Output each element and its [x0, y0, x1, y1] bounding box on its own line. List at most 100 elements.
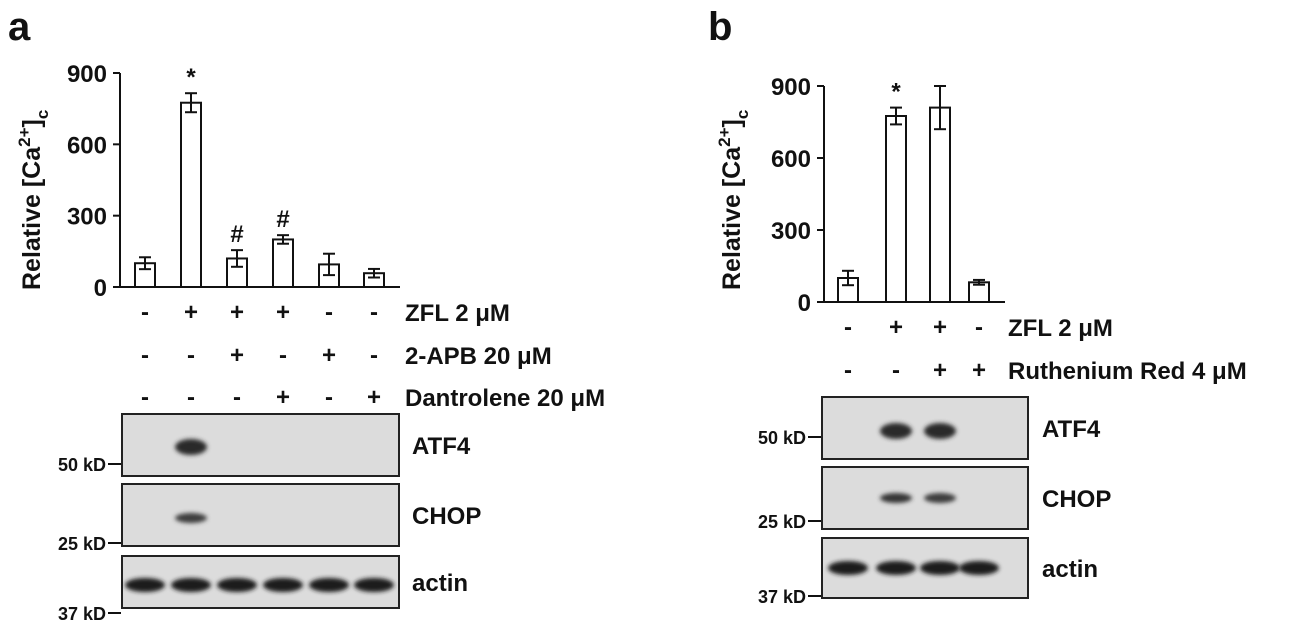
- bar-chart-a: 0 300 600 900 * # #: [67, 61, 400, 302]
- blot-label: CHOP: [1042, 486, 1111, 513]
- blot-band: [175, 513, 207, 523]
- condition-sign: -: [370, 342, 378, 369]
- condition-sign: -: [325, 384, 333, 411]
- bar: [272, 238, 294, 288]
- y-axis-label-a: Relative [Ca2+]c: [15, 110, 52, 290]
- molecular-weight-marker: 25 kD: [758, 512, 806, 532]
- y-tick-label: 600: [67, 132, 107, 159]
- significance-marker: *: [891, 79, 901, 106]
- condition-sign: +: [322, 342, 336, 369]
- condition-sign: +: [230, 299, 244, 326]
- blot-band: [309, 578, 349, 592]
- molecular-weight-marker: 37 kD: [58, 604, 106, 624]
- bar-chart-b: 0 300 600 900 *: [771, 74, 1005, 317]
- blot-band: [876, 561, 916, 575]
- ylabel-sup-a: 2+: [15, 127, 34, 146]
- molecular-weight-marker: 50 kD: [58, 455, 106, 475]
- blot-frame: [121, 483, 400, 547]
- condition-label: Ruthenium Red 4 μM: [1008, 358, 1247, 385]
- condition-sign: -: [892, 357, 900, 384]
- blot-band: [828, 561, 868, 575]
- blot-band: [171, 578, 211, 592]
- condition-sign: -: [325, 299, 333, 326]
- molecular-weight-marker: 25 kD: [58, 534, 106, 554]
- blot-band: [924, 493, 956, 503]
- condition-sign: -: [141, 299, 149, 326]
- condition-sign: -: [187, 384, 195, 411]
- y-tick-label: 900: [67, 61, 107, 88]
- condition-sign: +: [276, 384, 290, 411]
- condition-sign: +: [367, 384, 381, 411]
- blot-band: [217, 578, 257, 592]
- molecular-weight-marker: 37 kD: [758, 587, 806, 607]
- significance-marker: #: [230, 221, 243, 248]
- bar: [180, 101, 202, 288]
- condition-sign: +: [972, 357, 986, 384]
- condition-sign: -: [141, 342, 149, 369]
- y-tick-label: 300: [771, 218, 811, 245]
- western-blots-a: ATF4 50 kD CHOP 25 kD actin 37 kD: [58, 413, 481, 624]
- blot-label: CHOP: [412, 503, 481, 530]
- y-tick-label: 900: [771, 74, 811, 101]
- ylabel-pre-b: Relative [Ca: [718, 146, 746, 290]
- bar: [929, 106, 951, 303]
- condition-sign: -: [844, 314, 852, 341]
- condition-sign: -: [975, 314, 983, 341]
- ylabel-mid-a: ]: [18, 119, 46, 127]
- condition-sign: +: [933, 314, 947, 341]
- blot-label: ATF4: [412, 433, 471, 460]
- blot-band: [263, 578, 303, 592]
- blot-frame: [121, 555, 400, 609]
- panel-letter-a: a: [8, 5, 31, 49]
- ylabel-sub-b: c: [733, 110, 752, 119]
- ylabel-sup-b: 2+: [715, 127, 734, 146]
- significance-marker: #: [276, 206, 289, 233]
- ylabel-pre-a: Relative [Ca: [18, 146, 46, 290]
- condition-label: Dantrolene 20 μM: [405, 385, 605, 412]
- blot-band: [959, 561, 999, 575]
- condition-label: ZFL 2 μM: [405, 300, 510, 327]
- condition-table-a: - + + + - - ZFL 2 μM- - + - + -2-APB 20 μM- - - + - + Dan…: [141, 299, 605, 412]
- ylabel-sub-a: c: [33, 110, 52, 119]
- condition-sign: +: [230, 342, 244, 369]
- blot-label: ATF4: [1042, 416, 1101, 443]
- condition-sign: +: [889, 314, 903, 341]
- condition-label: ZFL 2 μM: [1008, 315, 1113, 342]
- blot-band: [880, 423, 912, 439]
- y-tick-label: 0: [94, 275, 107, 302]
- molecular-weight-marker: 50 kD: [758, 428, 806, 448]
- condition-sign: +: [184, 299, 198, 326]
- condition-sign: -: [233, 384, 241, 411]
- blot-frame: [121, 413, 400, 477]
- condition-sign: -: [279, 342, 287, 369]
- blot-band: [920, 561, 960, 575]
- blot-band: [880, 493, 912, 503]
- y-tick-label: 600: [771, 146, 811, 173]
- condition-sign: -: [187, 342, 195, 369]
- bar: [885, 115, 907, 303]
- condition-sign: -: [370, 299, 378, 326]
- blot-band: [175, 439, 207, 455]
- panel-letter-b: b: [708, 5, 732, 49]
- condition-sign: -: [844, 357, 852, 384]
- blot-label: actin: [412, 570, 468, 597]
- y-tick-label: 0: [798, 290, 811, 317]
- condition-sign: +: [933, 357, 947, 384]
- blot-band: [354, 578, 394, 592]
- condition-table-b: - + + - ZFL 2 μM- - + + Ruthenium Red 4 μM: [844, 314, 1247, 385]
- condition-sign: +: [276, 299, 290, 326]
- blot-frame: [821, 396, 1029, 460]
- y-tick-label: 300: [67, 204, 107, 231]
- blot-band: [125, 578, 165, 592]
- blot-band: [924, 423, 956, 439]
- western-blots-b: ATF4 50 kD CHOP 25 kD actin 37 kD: [758, 396, 1111, 607]
- y-axis-label-b: Relative [Ca2+]c: [715, 110, 752, 290]
- blot-label: actin: [1042, 556, 1098, 583]
- significance-marker: *: [186, 64, 196, 91]
- ylabel-mid-b: ]: [718, 119, 746, 127]
- condition-sign: -: [141, 384, 149, 411]
- condition-label: 2-APB 20 μM: [405, 343, 552, 370]
